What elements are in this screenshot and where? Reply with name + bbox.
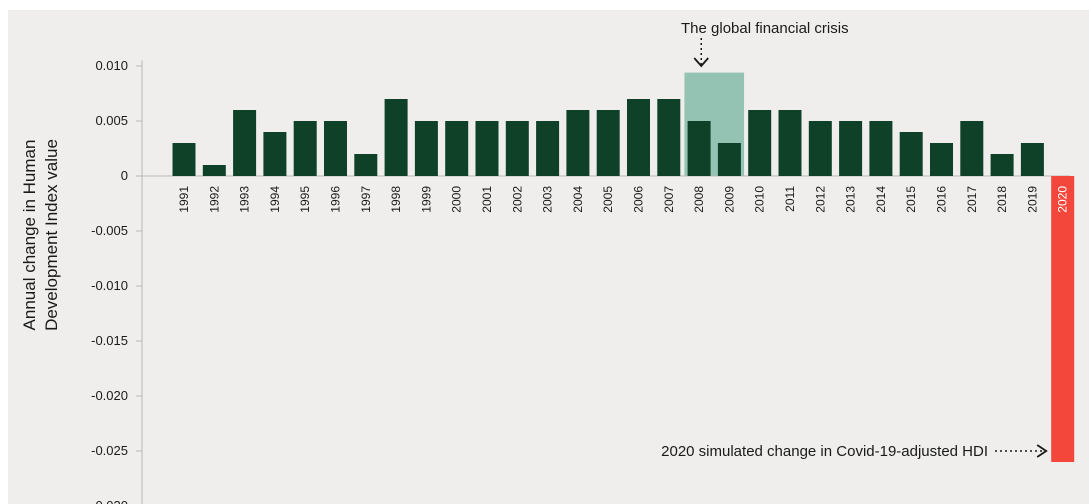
bar-1993: [233, 110, 257, 176]
chart-card: 0.010 0.005 0 -0.005 -0.010 -0.015 -0.020 -0.02…: [8, 10, 1089, 504]
category-label-1992: 1992: [207, 186, 221, 213]
bar-1998: [384, 99, 408, 176]
bar-2004: [566, 110, 590, 176]
category-label-1996: 1996: [329, 186, 343, 213]
bar-2009: [717, 143, 741, 176]
bar-2006: [627, 99, 650, 176]
category-label-2014: 2014: [874, 186, 888, 213]
bar-2002: [505, 121, 529, 176]
bar-2017: [960, 121, 984, 176]
bar-2013: [839, 121, 863, 176]
category-label-1993: 1993: [238, 186, 252, 213]
y-axis-title-line: Annual change in Human: [20, 140, 39, 331]
covid-arrow-head: [1036, 444, 1048, 458]
category-label-2008: 2008: [692, 186, 706, 213]
bar-2015: [899, 132, 923, 176]
category-label-1997: 1997: [359, 186, 373, 213]
bar-1996: [324, 121, 347, 176]
bar-2014: [869, 121, 893, 176]
bar-1997: [354, 154, 378, 176]
y-tick-label: -0.020: [91, 388, 128, 403]
category-label-1999: 1999: [419, 186, 433, 213]
bar-2010: [748, 110, 772, 176]
y-tick-label: 0: [121, 168, 128, 183]
bar-1992: [202, 165, 226, 176]
category-label-2005: 2005: [601, 186, 615, 213]
bar-2018: [990, 154, 1014, 176]
bar-2016: [930, 143, 953, 176]
bar-2000: [445, 121, 469, 176]
bar-2019: [1020, 143, 1044, 176]
category-label-1994: 1994: [268, 186, 282, 213]
bar-2007: [657, 99, 681, 176]
covid-annotation: 2020 simulated change in Covid-19-adjust…: [661, 443, 988, 460]
y-tick-label: 0.005: [95, 113, 128, 128]
category-label-1995: 1995: [298, 186, 312, 213]
bar-2011: [778, 110, 802, 176]
category-label-1991: 1991: [177, 186, 191, 213]
category-label-2015: 2015: [904, 186, 918, 213]
bar-1994: [263, 132, 287, 176]
bar-1995: [293, 121, 317, 176]
y-tick-label: -0.025: [91, 443, 128, 458]
bar-2012: [808, 121, 832, 176]
category-label-2011: 2011: [783, 186, 797, 212]
category-label-2009: 2009: [722, 186, 736, 213]
crisis-annotation: The global financial crisis: [681, 20, 849, 37]
bar-2008: [687, 121, 711, 176]
y-axis-title-line: Development Index value: [42, 139, 61, 331]
bar-2005: [596, 110, 620, 176]
crisis-arrow-head: [693, 57, 709, 68]
category-label-2006: 2006: [632, 186, 646, 213]
category-label-2020: 2020: [1056, 186, 1070, 213]
y-tick-label: -0.005: [91, 223, 128, 238]
category-label-2012: 2012: [813, 186, 827, 213]
category-label-2019: 2019: [1025, 186, 1039, 213]
y-tick-label: -0.010: [91, 278, 128, 293]
category-label-2002: 2002: [510, 186, 524, 213]
category-label-2017: 2017: [965, 186, 979, 213]
category-label-2010: 2010: [753, 186, 767, 213]
category-label-2018: 2018: [995, 186, 1009, 213]
y-tick-label: -0.030: [91, 498, 128, 504]
y-tick-label: -0.015: [91, 333, 128, 348]
category-label-2016: 2016: [935, 186, 949, 213]
y-axis-title: Annual change in Human Development Index …: [20, 139, 61, 331]
y-tick-label: 0.010: [95, 58, 128, 73]
category-label-2000: 2000: [450, 186, 464, 213]
hdi-change-bar-chart: 0.010 0.005 0 -0.005 -0.010 -0.015 -0.020 -0.02…: [20, 20, 1075, 504]
category-label-2003: 2003: [541, 186, 555, 213]
bar-1991: [172, 143, 196, 176]
category-label-2013: 2013: [844, 186, 858, 213]
category-label-2007: 2007: [662, 186, 676, 213]
bar-2001: [475, 121, 499, 176]
category-label-1998: 1998: [389, 186, 403, 213]
bar-2003: [536, 121, 560, 176]
category-label-2004: 2004: [571, 186, 585, 213]
bar-2020: [1051, 176, 1075, 462]
category-label-2001: 2001: [480, 186, 494, 213]
bar-1999: [414, 121, 438, 176]
